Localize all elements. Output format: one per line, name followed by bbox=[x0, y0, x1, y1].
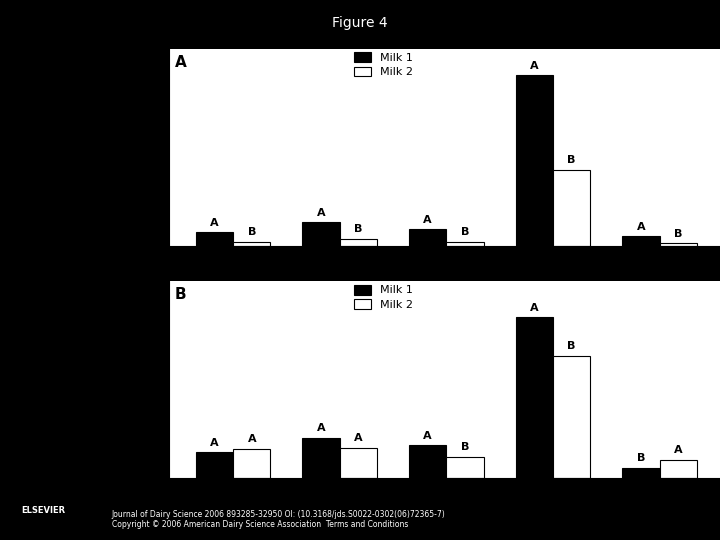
Text: B: B bbox=[636, 454, 645, 463]
Bar bbox=[516, 75, 553, 246]
Text: Journal of Dairy Science 2006 893285-32950 OI: (10.3168/jds.S0022-0302(06)72365-: Journal of Dairy Science 2006 893285-329… bbox=[112, 510, 446, 519]
Y-axis label: tPA units of activity/
mg of protein: tPA units of activity/ mg of protein bbox=[122, 323, 143, 435]
Text: A: A bbox=[317, 208, 325, 218]
Bar bbox=[553, 356, 590, 478]
Text: A: A bbox=[423, 431, 432, 441]
Text: A: A bbox=[354, 433, 363, 443]
Text: B: B bbox=[674, 229, 683, 239]
Bar bbox=[622, 237, 660, 246]
Text: A: A bbox=[210, 218, 219, 228]
Text: B: B bbox=[567, 341, 576, 352]
Bar bbox=[409, 230, 446, 246]
Text: A: A bbox=[423, 215, 432, 225]
Text: A: A bbox=[174, 55, 186, 70]
Bar bbox=[196, 453, 233, 478]
Bar bbox=[196, 232, 233, 246]
Text: A: A bbox=[317, 423, 325, 434]
Text: Figure 4: Figure 4 bbox=[332, 16, 388, 30]
Text: B: B bbox=[174, 287, 186, 302]
Bar bbox=[302, 438, 340, 478]
X-axis label: Fraction: Fraction bbox=[415, 274, 478, 288]
Bar bbox=[233, 449, 271, 478]
Bar bbox=[340, 448, 377, 478]
Text: A: A bbox=[636, 222, 645, 232]
Bar bbox=[660, 460, 697, 478]
Bar bbox=[553, 170, 590, 246]
Bar bbox=[302, 222, 340, 246]
Text: A: A bbox=[530, 303, 539, 313]
Text: A: A bbox=[530, 61, 539, 71]
Bar bbox=[446, 241, 484, 246]
Text: B: B bbox=[461, 227, 469, 237]
Text: B: B bbox=[354, 224, 363, 234]
Bar bbox=[516, 318, 553, 478]
Text: A: A bbox=[210, 438, 219, 448]
Text: A: A bbox=[674, 446, 683, 455]
Legend: Milk 1, Milk 2: Milk 1, Milk 2 bbox=[352, 50, 415, 79]
Bar bbox=[340, 239, 377, 246]
Bar bbox=[622, 468, 660, 478]
Text: B: B bbox=[567, 156, 576, 165]
Bar bbox=[409, 445, 446, 478]
Text: Copyright © 2006 American Dairy Science Association  Terms and Conditions: Copyright © 2006 American Dairy Science … bbox=[112, 520, 408, 529]
Bar bbox=[233, 241, 271, 246]
Bar bbox=[446, 457, 484, 478]
Text: B: B bbox=[248, 227, 256, 237]
Text: B: B bbox=[461, 442, 469, 453]
X-axis label: Fraction: Fraction bbox=[415, 506, 478, 520]
Legend: Milk 1, Milk 2: Milk 1, Milk 2 bbox=[352, 282, 415, 312]
Bar bbox=[660, 243, 697, 246]
Text: A: A bbox=[248, 434, 256, 444]
Text: ELSEVIER: ELSEVIER bbox=[22, 506, 66, 515]
Y-axis label: uPA units of activity/
mg of protein: uPA units of activity/ mg of protein bbox=[122, 90, 143, 205]
